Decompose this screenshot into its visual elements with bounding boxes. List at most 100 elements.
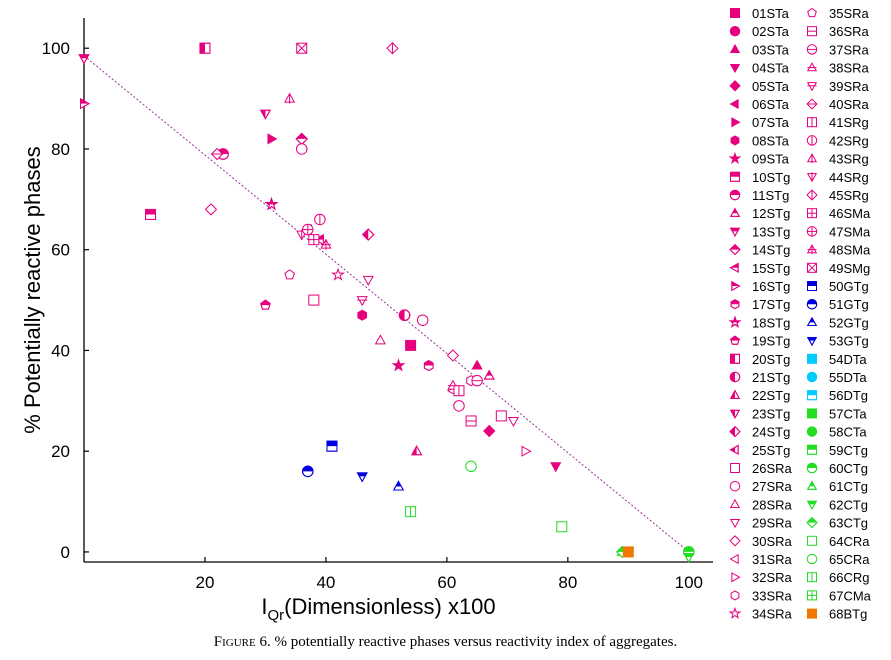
legend-label: 13STg	[752, 224, 790, 239]
legend-marker	[728, 315, 742, 328]
point-10stg	[145, 208, 157, 220]
legend-label: 65CRa	[829, 552, 870, 567]
legend-marker	[729, 80, 741, 92]
point-41srg	[453, 385, 465, 397]
x-tick-label: 40	[316, 573, 335, 592]
legend-item: 60CTg	[806, 461, 868, 476]
legend-label: 06STa	[752, 97, 790, 112]
legend-item: 68BTg	[807, 607, 867, 622]
point-36sra	[465, 415, 477, 427]
legend-item: 29SRa	[729, 516, 793, 531]
legend-marker	[807, 390, 817, 401]
legend-label: 63CTg	[829, 516, 868, 531]
legend-marker	[729, 25, 741, 37]
legend-marker	[806, 480, 818, 490]
legend-label: 11STg	[752, 188, 789, 203]
legend-label: 54DTa	[829, 352, 867, 367]
legend-label: 46SMa	[829, 206, 871, 221]
legend-label: 26SRa	[752, 461, 793, 476]
point-49smg	[296, 42, 308, 54]
legend-label: 25STg	[752, 443, 790, 458]
legend-marker	[731, 280, 741, 292]
legend-label: 16STg	[752, 279, 790, 294]
legend-marker	[807, 444, 817, 455]
legend-label: 44SRg	[829, 170, 869, 185]
legend-label: 02STa	[752, 24, 790, 39]
legend-marker	[729, 444, 739, 455]
y-tick-label: 0	[61, 543, 70, 562]
x-axis-label: IQr(Dimensionless) x100	[261, 594, 495, 624]
legend-marker	[729, 553, 739, 565]
legend-item: 55DTa	[806, 370, 867, 385]
legend-item: 54DTa	[807, 352, 867, 367]
legend-item: 34SRa	[728, 607, 793, 622]
legend-label: 35SRa	[829, 6, 870, 21]
legend-marker	[807, 7, 817, 18]
legend-marker	[806, 336, 818, 347]
legend-item: 39SRa	[806, 79, 870, 94]
legend-marker	[806, 426, 818, 437]
x-tick-label: 80	[558, 573, 577, 592]
legend-item: 31SRa	[729, 552, 793, 567]
legend-label: 59CTg	[829, 443, 868, 458]
legend-label: 68BTg	[829, 607, 867, 622]
legend-marker	[729, 207, 741, 217]
point-51gtg	[302, 465, 314, 478]
legend-marker	[806, 316, 818, 327]
legend-marker	[806, 189, 818, 201]
point-28sra	[374, 334, 386, 345]
legend-marker	[730, 299, 740, 310]
point-09sta	[391, 358, 406, 372]
legend-marker	[729, 498, 741, 509]
legend-item: 03STa	[729, 42, 790, 57]
legend-item: 37SRa	[806, 42, 870, 57]
legend-marker	[730, 353, 740, 364]
legend-item: 16STg	[731, 279, 790, 294]
legend-item: 47SMa	[806, 224, 871, 239]
legend-label: 28SRa	[752, 497, 793, 512]
legend-label: 27SRa	[752, 479, 793, 494]
legend-item: 26SRa	[730, 461, 793, 476]
legend-item: 25STg	[729, 443, 790, 458]
trend-line	[83, 55, 690, 553]
point-43srg	[284, 92, 296, 104]
caption-label: Figure 6.	[213, 634, 271, 650]
legend-label: 05STa	[752, 79, 790, 94]
legend-marker	[807, 590, 817, 601]
legend-label: 15STg	[752, 261, 790, 276]
legend-label: 10STg	[752, 170, 790, 185]
legend-item: 51GTg	[806, 297, 869, 312]
legend-item: 62CTg	[806, 497, 868, 512]
point-01sta	[405, 339, 417, 351]
point-03sta	[471, 359, 483, 370]
legend-label: 38SRa	[829, 61, 870, 76]
legend-label: 17STg	[752, 297, 790, 312]
point-18stg	[264, 197, 279, 211]
legend-label: 37SRa	[829, 42, 870, 57]
legend-marker	[806, 553, 818, 565]
y-tick-label: 20	[51, 442, 70, 461]
legend-marker	[806, 172, 818, 183]
legend-item: 67CMa	[807, 588, 872, 603]
legend-item: 17STg	[730, 297, 790, 312]
legend-item: 49SMg	[807, 261, 870, 276]
legend-label: 45SRg	[829, 188, 869, 203]
point-30sra	[204, 203, 218, 216]
legend-label: 53GTg	[829, 334, 869, 349]
legend-marker	[807, 262, 817, 273]
legend-label: 58CTa	[829, 425, 867, 440]
legend-marker	[730, 171, 740, 182]
legend-label: 04STa	[752, 61, 790, 76]
legend-item: 58CTa	[806, 425, 867, 440]
legend-item: 38SRa	[806, 61, 870, 76]
point-62ctg	[683, 552, 695, 563]
legend-item: 09STa	[728, 152, 790, 167]
legend-label: 01STa	[752, 6, 790, 21]
legend-item: 65CRa	[806, 552, 870, 567]
legend-marker	[730, 463, 740, 473]
legend-item: 15STg	[729, 261, 790, 276]
legend-item: 19STg	[730, 334, 790, 349]
legend-marker	[806, 371, 818, 383]
x-tick-label: 60	[437, 573, 456, 592]
x-axis-label-main: I	[261, 594, 267, 619]
